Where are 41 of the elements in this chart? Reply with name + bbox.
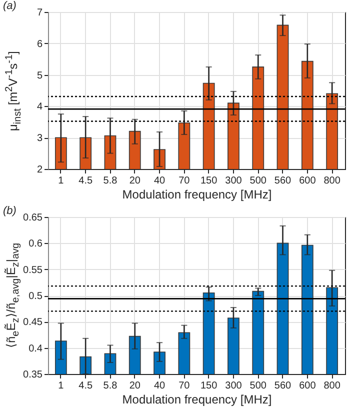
y-tick-label: 0.65 [23,212,43,224]
y-tick-label: 0.6 [28,238,43,250]
x-tick-label: 40 [154,380,166,392]
x-tick-label: 150 [200,380,218,392]
x-tick-label: 560 [274,176,292,186]
x-tick-label: 150 [200,176,218,186]
x-tick-label: 300 [225,380,242,392]
x-tick-label: 500 [250,380,267,392]
x-tick-label: 600 [299,380,316,392]
x-tick-label: 40 [154,176,166,186]
x-tick-label: 4.5 [78,380,93,392]
y-tick-label: 4 [36,102,43,113]
x-tick-label: 5.8 [103,380,118,392]
y-tick-label: 0.45 [23,317,43,328]
x-tick-label: 800 [324,176,341,186]
x-tick-label: 1 [58,380,64,392]
x-tick-label: 20 [129,176,141,186]
x-tick-label: 560 [274,380,292,392]
x-tick-label: 300 [225,176,242,186]
x-tick-label: 600 [299,176,316,186]
y-tick-label: 0.55 [23,264,43,276]
y-tick-label: 0.4 [28,343,43,354]
y-tick-label: 2 [36,164,43,176]
y-tick-label: 5 [36,70,43,82]
x-tick-label: 70 [178,380,190,392]
y-tick-label: 7 [36,8,43,18]
x-tick-label: 5.8 [103,176,118,186]
x-tick-label: 4.5 [78,176,93,186]
x-tick-label: 500 [250,176,267,186]
x-tick-label: 1 [58,176,64,186]
x-tick-label: 20 [129,380,141,392]
text: (a) [3,0,16,12]
x-axis-title: Modulation frequency [MHz] [122,392,272,406]
x-tick-label: 70 [178,176,190,186]
x-axis-title: Modulation frequency [MHz] [122,188,272,202]
text: (b) [3,205,16,217]
x-tick-label: 800 [324,380,341,392]
y-tick-label: 0.5 [28,291,43,302]
y-tick-label: 6 [36,38,43,50]
y-tick-label: 3 [36,133,43,144]
y-tick-label: 0.35 [23,370,43,380]
